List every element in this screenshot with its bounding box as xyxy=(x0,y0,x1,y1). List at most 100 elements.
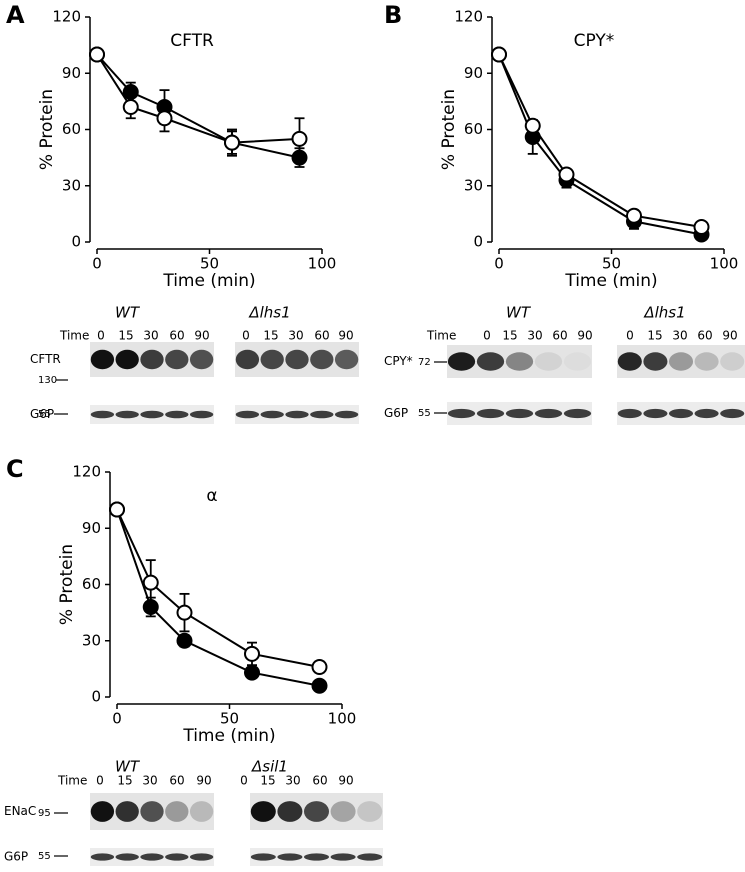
data-point xyxy=(142,574,159,591)
blot-band xyxy=(694,352,719,371)
blot-band xyxy=(564,352,591,370)
blot-band xyxy=(189,801,214,822)
lane-label: 15 xyxy=(502,329,517,343)
row-label: G6P xyxy=(30,407,54,421)
row-label: G6P xyxy=(4,850,28,864)
blot-band xyxy=(235,349,260,370)
lane-label: 15 xyxy=(647,329,662,343)
y-tick-label: 60 xyxy=(464,120,483,138)
row-label: CFTR xyxy=(30,352,61,366)
row-label: CPY* xyxy=(384,354,413,368)
data-point xyxy=(89,46,105,63)
blot-band xyxy=(334,349,359,370)
x-tick-label: 100 xyxy=(328,710,357,728)
x-tick-label: 0 xyxy=(494,255,504,273)
blot-band xyxy=(189,349,214,370)
blot-band xyxy=(617,352,642,371)
blot-band xyxy=(115,853,139,861)
lane-label: 30 xyxy=(285,774,300,788)
data-point xyxy=(176,604,193,621)
blot-band xyxy=(330,853,356,861)
blot-band xyxy=(694,408,719,419)
blot-band xyxy=(285,410,309,419)
data-point xyxy=(291,149,308,166)
row-label: ENaC xyxy=(4,804,36,818)
y-tick-label: 90 xyxy=(82,519,101,537)
series-line xyxy=(498,54,702,236)
y-tick-label: 120 xyxy=(72,463,101,481)
y-tick-label: 60 xyxy=(62,120,81,138)
lane-label: 90 xyxy=(338,774,353,788)
lane-label: 30 xyxy=(672,329,687,343)
data-point xyxy=(156,110,173,127)
lane-label: 90 xyxy=(577,329,592,343)
time-label: Time xyxy=(57,774,87,788)
y-tick-label: 0 xyxy=(71,233,81,251)
x-tick-label: 0 xyxy=(112,710,122,728)
y-tick-label: 120 xyxy=(52,8,81,26)
chart-title: CFTR xyxy=(170,31,214,51)
blot-band xyxy=(140,410,164,419)
blot-band xyxy=(115,349,139,370)
data-point xyxy=(244,664,260,681)
data-point xyxy=(224,134,240,151)
blot-band xyxy=(165,410,189,419)
blot-band xyxy=(115,801,139,822)
blot-band xyxy=(303,801,330,822)
lane-label: 60 xyxy=(312,774,327,788)
blot-band xyxy=(189,410,214,419)
blot-band xyxy=(357,801,383,822)
y-tick-label: 30 xyxy=(464,176,483,194)
blot-band xyxy=(189,853,214,861)
blot-band xyxy=(310,349,334,370)
blot-band xyxy=(285,349,309,370)
lane-label: 60 xyxy=(169,774,184,788)
x-tick-label: 100 xyxy=(710,255,739,273)
y-tick-label: 0 xyxy=(91,688,101,706)
time-label: Time xyxy=(426,329,456,343)
data-point xyxy=(558,166,575,183)
marker-label: 130 xyxy=(38,375,57,386)
lane-label: 30 xyxy=(143,329,158,343)
data-point xyxy=(311,659,328,675)
lane-label: 15 xyxy=(117,774,132,788)
blot-group-label: WT xyxy=(115,304,141,322)
data-point xyxy=(693,219,710,235)
x-axis-label: Time (min) xyxy=(182,726,275,746)
blot-band xyxy=(643,408,668,419)
lane-label: 15 xyxy=(260,774,275,788)
blot-band xyxy=(334,410,359,419)
data-point xyxy=(311,677,328,694)
chart-title: CPY* xyxy=(574,31,615,51)
panel-label: C xyxy=(6,455,24,483)
blot-band xyxy=(140,349,164,370)
data-point xyxy=(122,84,139,100)
blot-band xyxy=(90,410,115,419)
blot-band xyxy=(534,352,563,371)
data-point xyxy=(626,207,642,224)
panel-label: B xyxy=(384,1,402,29)
data-point xyxy=(524,117,541,134)
lane-label: 90 xyxy=(194,329,209,343)
lane-label: 60 xyxy=(552,329,567,343)
blot-band xyxy=(447,408,476,419)
blot-band xyxy=(90,349,115,370)
lane-label: 90 xyxy=(338,329,353,343)
x-tick-label: 100 xyxy=(308,255,337,273)
blot-band xyxy=(115,410,139,419)
y-tick-label: 0 xyxy=(473,233,483,251)
blot-band xyxy=(250,801,276,822)
y-tick-label: 30 xyxy=(62,176,81,194)
chart-title: α xyxy=(206,486,217,506)
lane-label: 60 xyxy=(169,329,184,343)
data-point xyxy=(142,599,159,615)
x-axis-label: Time (min) xyxy=(564,271,657,291)
y-tick-label: 120 xyxy=(454,8,483,26)
blot-band xyxy=(505,408,534,419)
lane-label: 15 xyxy=(118,329,133,343)
blot-band xyxy=(250,853,276,861)
blot-band xyxy=(617,408,642,419)
lane-label: 0 xyxy=(96,774,104,788)
marker-label: 55 xyxy=(38,851,51,862)
